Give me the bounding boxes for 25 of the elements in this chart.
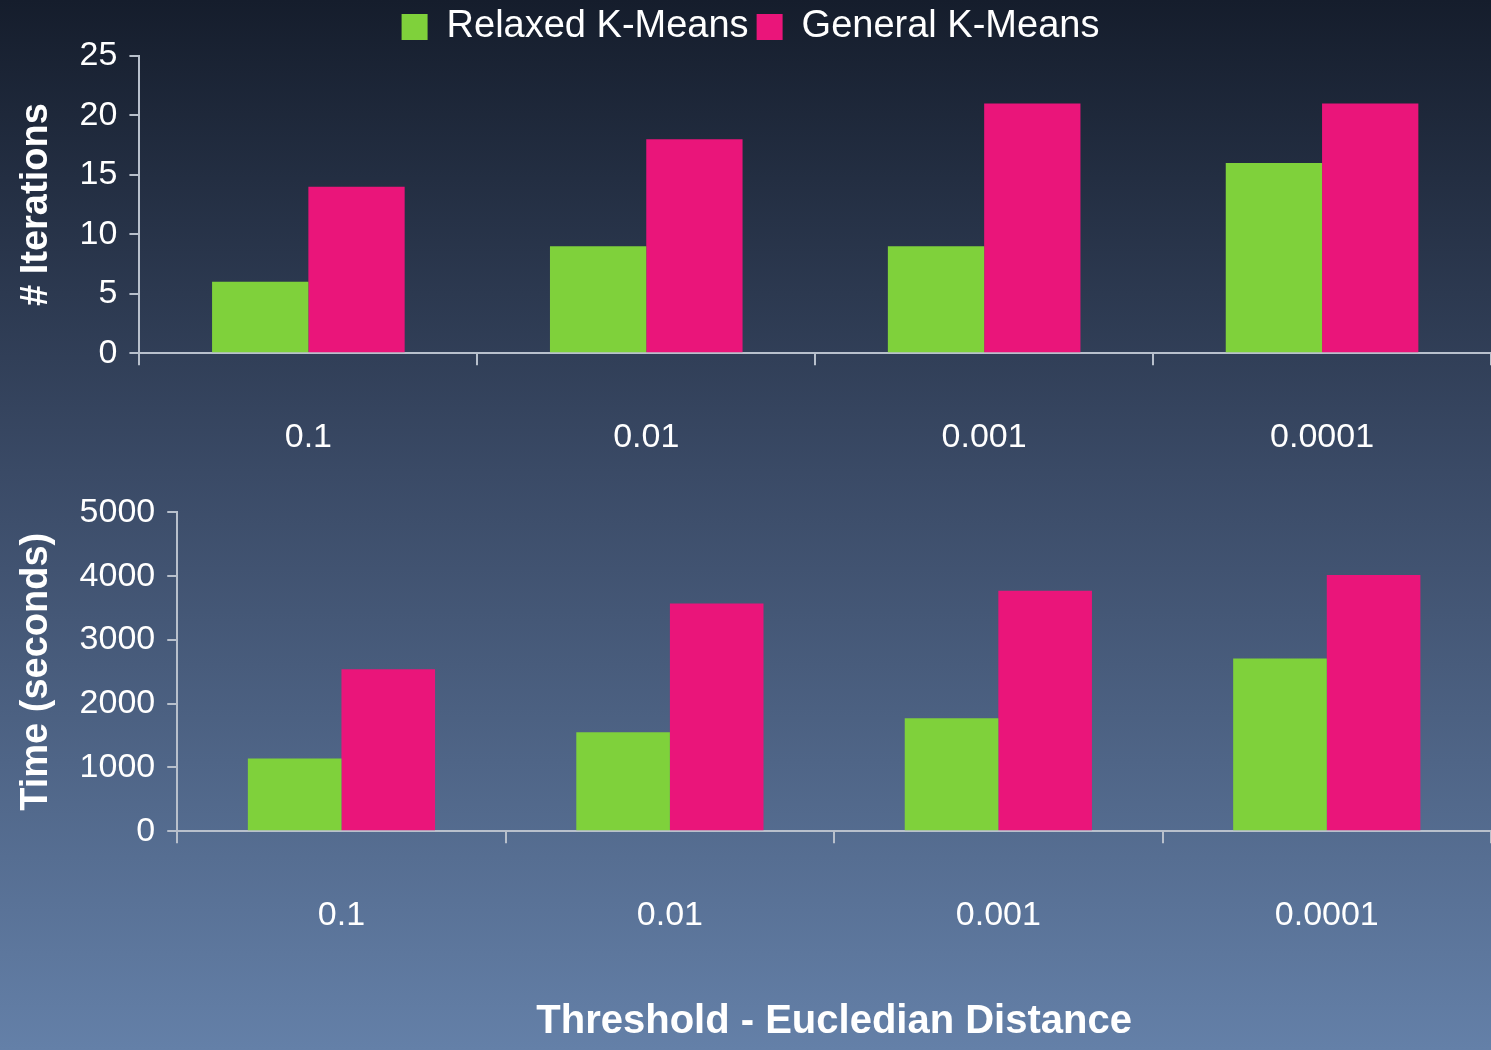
x-tick-label: 0.1	[284, 415, 332, 454]
x-tick-label: 0.01	[613, 415, 680, 454]
y-axis-title: # Iterations	[13, 103, 56, 306]
x-tick-label: 0.1	[317, 893, 366, 932]
y-tick-label: 3000	[79, 618, 156, 657]
x-tick-label: 0.01	[636, 893, 703, 932]
x-tick-label: 0.0001	[1270, 415, 1375, 454]
y-tick-label: 1000	[79, 745, 156, 784]
x-axis-title: Threshold - Eucledian Distance	[536, 997, 1132, 1042]
y-tick-label: 2000	[79, 682, 156, 721]
legend-label: General K-Means	[801, 3, 1100, 46]
legend-label: Relaxed K-Means	[446, 3, 749, 46]
y-tick-label: 5000	[79, 490, 156, 529]
y-tick-label: 10	[79, 212, 118, 251]
y-tick-label: 5	[98, 272, 118, 311]
y-tick-label: 25	[79, 34, 118, 73]
x-tick-label: 0.0001	[1274, 893, 1379, 932]
y-tick-label: 15	[79, 153, 118, 192]
y-tick-label: 20	[79, 93, 118, 132]
x-tick-label: 0.001	[941, 415, 1027, 454]
y-tick-label: 0	[98, 331, 118, 370]
y-tick-label: 4000	[79, 554, 156, 593]
y-tick-label: 0	[136, 809, 156, 848]
y-axis-title: Time (seconds)	[13, 532, 56, 811]
x-tick-label: 0.001	[955, 893, 1041, 932]
